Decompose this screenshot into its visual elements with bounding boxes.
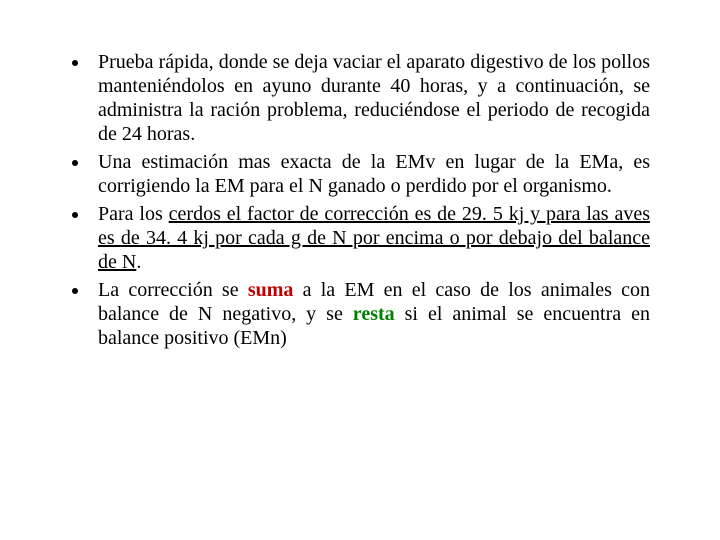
bullet-list: Prueba rápida, donde se deja vaciar el a… xyxy=(60,50,650,350)
bullet-text: . xyxy=(136,251,141,273)
underlined-text: cerdos el factor de corrección es de 29.… xyxy=(98,203,650,273)
list-item: La corrección se suma a la EM en el caso… xyxy=(90,278,650,350)
highlight-resta: resta xyxy=(353,303,395,325)
list-item: Para los cerdos el factor de corrección … xyxy=(90,202,650,274)
bullet-text: Prueba rápida, donde se deja vaciar el a… xyxy=(98,51,650,145)
list-item: Prueba rápida, donde se deja vaciar el a… xyxy=(90,50,650,146)
bullet-text: La corrección se xyxy=(98,279,248,301)
bullet-text: Una estimación mas exacta de la EMv en l… xyxy=(98,151,650,197)
bullet-text: Para los xyxy=(98,203,169,225)
slide-content: Prueba rápida, donde se deja vaciar el a… xyxy=(0,0,720,350)
list-item: Una estimación mas exacta de la EMv en l… xyxy=(90,150,650,198)
highlight-suma: suma xyxy=(248,279,294,301)
